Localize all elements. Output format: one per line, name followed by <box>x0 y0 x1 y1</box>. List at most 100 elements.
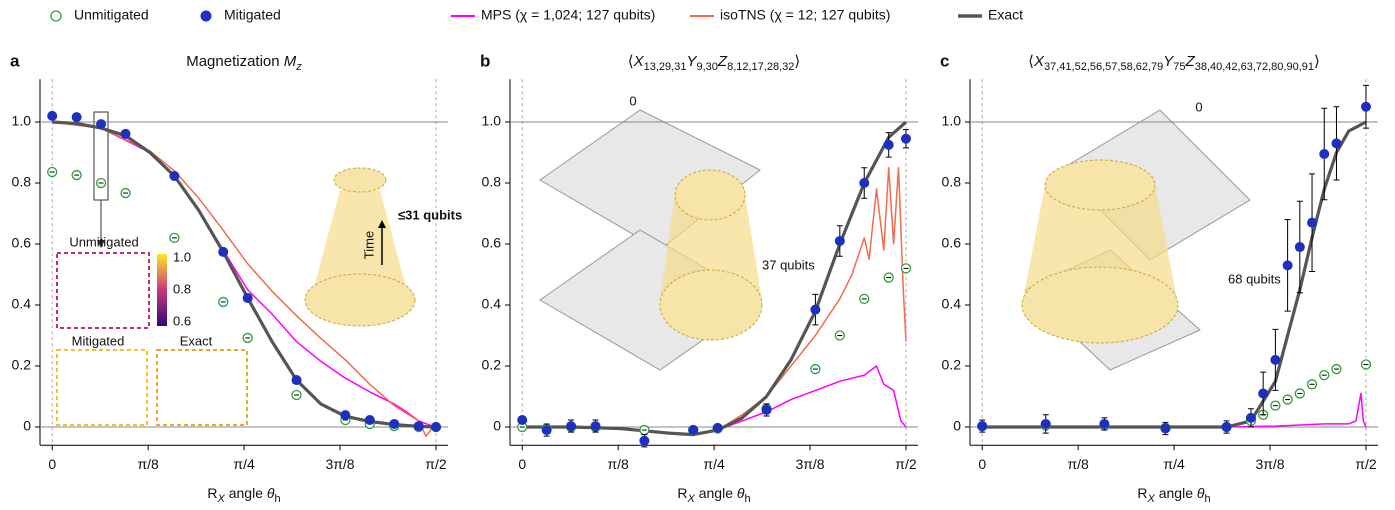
text-part: 9,30 <box>696 61 717 73</box>
marker <box>120 128 131 139</box>
x-axis-label: RX angle θh <box>1137 485 1210 505</box>
y-tick-label: 1.0 <box>482 113 502 129</box>
legend-label: isoTNS (χ = 12; 127 qubits) <box>720 7 890 23</box>
text-part: R <box>677 485 687 501</box>
marker <box>900 133 911 144</box>
legend-swatch <box>200 10 212 22</box>
y-tick-label: 0.8 <box>942 174 962 190</box>
marker <box>242 292 253 303</box>
text-part: h <box>275 493 281 505</box>
chart-title: ⟨X37,41,52,56,57,58,62,79Y75Z38,40,42,63… <box>1028 53 1320 73</box>
text-part: angle <box>1155 485 1197 501</box>
text-part: R <box>207 485 217 501</box>
marker <box>517 414 528 425</box>
series-line <box>982 120 1367 429</box>
text-part: X <box>217 493 226 505</box>
marker <box>1360 101 1371 112</box>
x-tick-label: 3π/8 <box>795 456 824 472</box>
marker <box>566 421 577 432</box>
x-axis-label: RX angle θh <box>207 485 280 505</box>
marker <box>1331 138 1342 149</box>
text-part: Y <box>1163 53 1174 70</box>
text-part: h <box>1205 493 1211 505</box>
x-tick-label: π/4 <box>1163 456 1185 472</box>
marker <box>340 410 351 421</box>
text-part: Magnetization <box>186 53 284 70</box>
marker <box>883 139 894 150</box>
y-tick-label: 0.2 <box>942 357 962 373</box>
series-line <box>522 120 908 437</box>
marker <box>96 119 107 130</box>
marker <box>1160 423 1171 434</box>
text-part: X <box>1147 493 1156 505</box>
marker <box>389 418 400 429</box>
text-part: 8,12,17,28,32 <box>727 61 794 73</box>
x-tick-label: 3π/8 <box>1255 456 1284 472</box>
annotation: Unmitigated <box>69 234 138 249</box>
marker <box>218 246 229 257</box>
text-part: M <box>284 53 297 70</box>
marker <box>761 404 772 415</box>
text-part: ⟩ <box>1314 53 1320 70</box>
x-tick-label: π/4 <box>233 456 255 472</box>
y-tick-label: 0.4 <box>942 296 962 312</box>
y-tick-label: 0.6 <box>942 235 962 251</box>
marker <box>169 170 180 181</box>
series-line <box>982 392 1367 428</box>
chart-title: ⟨X13,29,31Y9,30Z8,12,17,28,32⟩ <box>628 53 800 73</box>
legend-label: MPS (χ = 1,024; 127 qubits) <box>481 7 655 23</box>
panel-label: c <box>940 51 949 70</box>
marker <box>1282 260 1293 271</box>
marker <box>1221 422 1232 432</box>
marker <box>977 421 988 432</box>
legend-label: Exact <box>988 7 1023 23</box>
marker <box>859 178 870 188</box>
y-tick-label: 1.0 <box>12 113 32 129</box>
marker <box>430 422 441 432</box>
inset-a <box>56 111 416 426</box>
text-part: Z <box>1185 53 1196 70</box>
x-tick-label: π/2 <box>425 456 447 472</box>
marker <box>712 422 723 433</box>
text-part: Y <box>686 53 697 70</box>
chart-title: Magnetization Mz <box>186 53 302 73</box>
text-part: R <box>1137 485 1147 501</box>
annotation: ≤31 qubits <box>398 207 462 222</box>
text-part: θ <box>1197 485 1205 501</box>
annotation: 68 qubits <box>1228 271 1281 286</box>
annotation: Exact <box>180 333 213 348</box>
marker <box>1307 217 1318 228</box>
text-part: θ <box>267 485 275 501</box>
y-tick-label: 0.6 <box>12 235 32 251</box>
annotation: 0.8 <box>173 281 191 296</box>
marker <box>71 112 82 123</box>
marker <box>541 425 552 436</box>
annotation: 0.6 <box>173 313 191 328</box>
marker <box>834 235 845 246</box>
marker <box>1245 412 1256 423</box>
legend-label: Unmitigated <box>74 7 149 23</box>
y-tick-label: 0.8 <box>12 174 32 190</box>
text-part: ⟨ <box>628 53 634 70</box>
text-part: 38,40,42,63,72,80,90,91 <box>1195 61 1314 73</box>
text-part: ⟨ <box>1028 53 1034 70</box>
y-tick-label: 0.8 <box>482 174 502 190</box>
x-tick-label: π/4 <box>703 456 725 472</box>
x-tick-label: π/8 <box>137 456 159 472</box>
x-tick-label: π/2 <box>1355 456 1377 472</box>
text-part: X <box>687 493 696 505</box>
inset-c <box>1021 109 1251 371</box>
marker <box>364 414 375 425</box>
text-part: h <box>745 493 751 505</box>
x-tick-label: 0 <box>518 456 526 472</box>
series-line <box>717 167 907 431</box>
legend-swatch <box>50 10 62 22</box>
y-tick-label: 0.6 <box>482 235 502 251</box>
inset-b <box>539 109 763 371</box>
annotation: Mitigated <box>72 333 125 348</box>
marker <box>639 435 650 446</box>
text-part: 13,29,31 <box>644 61 687 73</box>
annotation: 0 <box>1195 99 1202 114</box>
x-tick-label: 0 <box>48 456 56 472</box>
marker <box>1040 418 1051 429</box>
